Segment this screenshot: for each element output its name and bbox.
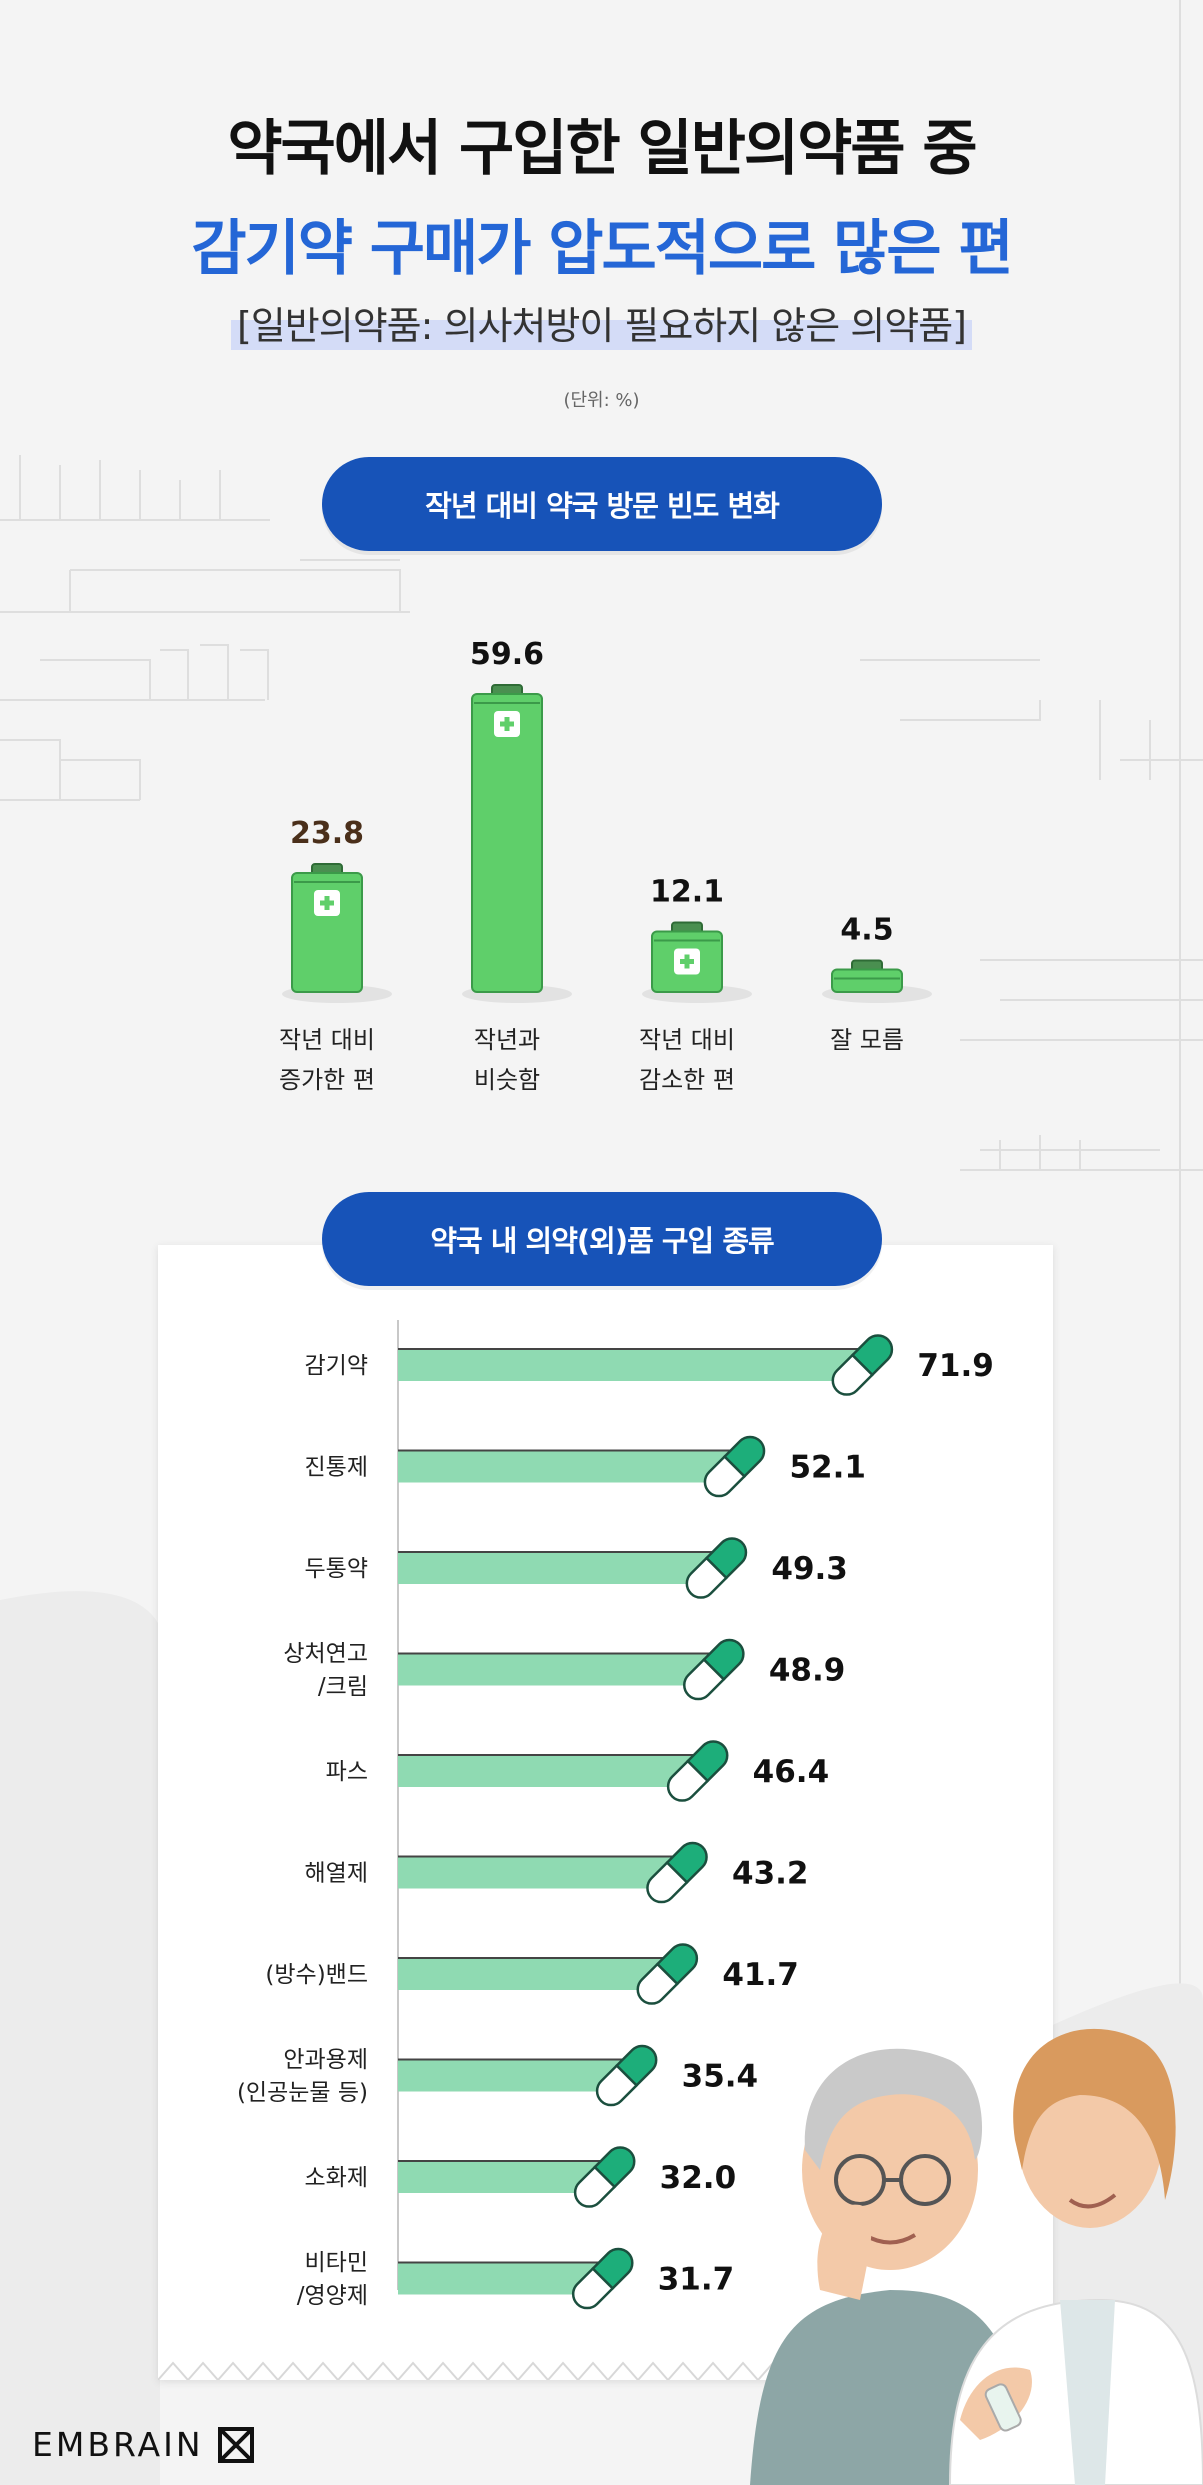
value-label-4: 46.4 bbox=[753, 1754, 830, 1790]
bar bbox=[291, 872, 363, 993]
capsule-half-white bbox=[703, 1454, 747, 1498]
capsule-half-green bbox=[704, 1537, 748, 1580]
category-label-1: 비슷함 bbox=[474, 1066, 540, 1094]
bar-kit-1 bbox=[471, 684, 543, 993]
bar bbox=[471, 693, 543, 993]
value-label-2: 49.3 bbox=[771, 1551, 848, 1587]
value-label-6: 41.7 bbox=[722, 1957, 799, 1993]
capsule-half-white bbox=[646, 1860, 689, 1904]
value-label-7: 35.4 bbox=[682, 2059, 759, 2095]
logo-mark-icon bbox=[217, 2426, 254, 2463]
bar-kit-3 bbox=[831, 959, 903, 993]
category-label-2: 작년 대비 bbox=[639, 1026, 735, 1054]
capsule-half-white bbox=[571, 2266, 615, 2310]
value-label-1: 52.1 bbox=[789, 1450, 866, 1486]
category-label-3: /크림 bbox=[318, 1674, 368, 1700]
title-line-1: 약국에서 구입한 일반의약품 중 bbox=[227, 114, 977, 184]
bar bbox=[398, 1958, 668, 1990]
bar bbox=[398, 1755, 698, 1787]
capsule-half-white bbox=[595, 2063, 639, 2107]
category-label-2: 두통약 bbox=[305, 1556, 368, 1582]
brand-logo: EMBRAIN bbox=[32, 2425, 254, 2464]
capsule-half-white bbox=[666, 1759, 710, 1802]
purchase-chart-card: 71.9 감기약 52.1 진통제 49.3 두통약 48.9 상처연고/크림 46.4 파스 43… bbox=[158, 1245, 1053, 2380]
bar-kit-2 bbox=[651, 921, 723, 993]
plus-icon bbox=[320, 896, 334, 910]
category-label-0: 증가한 편 bbox=[279, 1066, 375, 1094]
capsule-half-green bbox=[591, 2247, 634, 2291]
capsule-half-green bbox=[722, 1435, 766, 1479]
pharmacist-and-customer-illustration bbox=[750, 2028, 1203, 2485]
bar bbox=[398, 1349, 863, 1381]
bar-kit-0 bbox=[291, 863, 363, 993]
category-label-8: 소화제 bbox=[305, 2165, 368, 2191]
bar bbox=[398, 1552, 717, 1584]
value-label-9: 31.7 bbox=[658, 2262, 735, 2298]
value-label-5: 43.2 bbox=[732, 1856, 809, 1892]
purchase-types-chart: 71.9 감기약 52.1 진통제 49.3 두통약 48.9 상처연고/크림 46.4 파스 43… bbox=[158, 1320, 1053, 2380]
bar bbox=[398, 2262, 603, 2295]
visit-frequency-title: 작년 대비 약국 방문 빈도 변화 bbox=[322, 457, 882, 551]
logo-text: EMBRAIN bbox=[32, 2425, 204, 2464]
value-label-8: 32.0 bbox=[660, 2160, 737, 2196]
capsule-icon bbox=[646, 1841, 708, 1904]
subtitle: [일반의약품: 의사처방이 필요하지 않은 의약품] bbox=[230, 295, 972, 350]
bar bbox=[831, 968, 903, 993]
capsule-half-white bbox=[573, 2165, 617, 2208]
subtitle-wrap: [일반의약품: 의사처방이 필요하지 않은 의약품] bbox=[0, 295, 1203, 350]
category-label-4: 파스 bbox=[326, 1759, 368, 1785]
capsule-half-white bbox=[636, 1962, 679, 2005]
capsule-icon bbox=[831, 1334, 894, 1396]
pharmacist-figure bbox=[948, 2028, 1203, 2485]
capsule-half-white bbox=[685, 1556, 729, 1599]
capsule-icon bbox=[703, 1435, 766, 1498]
capsule-half-green bbox=[592, 2146, 636, 2189]
capsule-half-green bbox=[614, 2044, 658, 2088]
capsule-icon bbox=[636, 1943, 699, 2005]
category-label-2: 감소한 편 bbox=[639, 1066, 735, 1094]
category-label-3: 잘 모름 bbox=[830, 1026, 904, 1054]
capsule-half-green bbox=[685, 1740, 729, 1783]
value-label-2: 12.1 bbox=[650, 875, 724, 910]
plus-icon bbox=[680, 954, 694, 969]
value-label-0: 23.8 bbox=[290, 816, 364, 851]
value-label-1: 59.6 bbox=[470, 637, 544, 672]
capsule-icon bbox=[666, 1740, 729, 1802]
bar bbox=[398, 1653, 714, 1686]
category-label-9: 비타민 bbox=[305, 2250, 368, 2276]
category-label-3: 상처연고 bbox=[283, 1641, 368, 1667]
category-label-7: 안과용제 bbox=[283, 2047, 368, 2073]
bar bbox=[398, 2161, 605, 2193]
capsule-icon bbox=[595, 2044, 658, 2107]
category-label-9: /영양제 bbox=[297, 2283, 368, 2309]
category-label-6: (방수)밴드 bbox=[265, 1962, 368, 1988]
capsule-icon bbox=[685, 1537, 748, 1599]
category-label-1: 진통제 bbox=[305, 1455, 368, 1481]
category-label-0: 작년 대비 bbox=[279, 1026, 375, 1054]
capsule-half-green bbox=[850, 1334, 894, 1377]
value-label-3: 4.5 bbox=[840, 913, 893, 948]
category-label-0: 감기약 bbox=[305, 1353, 368, 1379]
capsule-half-green bbox=[655, 1943, 699, 1986]
category-label-5: 해열제 bbox=[305, 1861, 368, 1887]
category-label-1: 작년과 bbox=[474, 1026, 540, 1054]
purchase-types-title: 약국 내 의약(외)품 구입 종류 bbox=[322, 1192, 882, 1286]
plus-icon bbox=[500, 717, 514, 731]
capsule-half-green bbox=[665, 1841, 708, 1885]
customer-figure bbox=[750, 2048, 1030, 2485]
category-label-7: (인공눈물 등) bbox=[237, 2080, 368, 2106]
bar bbox=[398, 1856, 677, 1889]
value-label-0: 71.9 bbox=[917, 1348, 994, 1384]
bar bbox=[398, 1450, 735, 1483]
capsule-half-white bbox=[831, 1353, 875, 1396]
title-line-2: 감기약 구매가 압도적으로 많은 편 bbox=[191, 214, 1013, 284]
bar bbox=[398, 2059, 627, 2092]
unit-label: (단위: %) bbox=[563, 390, 640, 411]
capsule-icon bbox=[571, 2247, 634, 2310]
value-label-3: 48.9 bbox=[769, 1653, 846, 1689]
capsule-icon bbox=[573, 2146, 636, 2208]
